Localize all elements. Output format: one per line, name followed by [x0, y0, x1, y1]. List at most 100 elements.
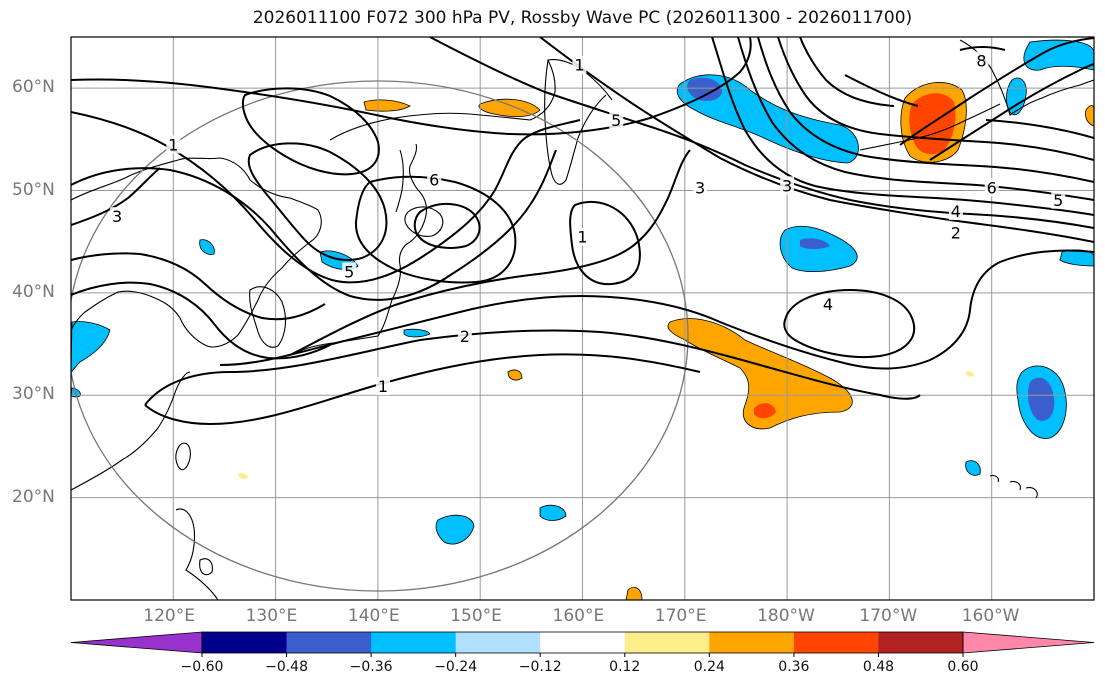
pos-anomaly-area [478, 98, 541, 118]
pv-contours [71, 37, 1094, 426]
contour-label: 4 [823, 295, 833, 314]
korea-coastline [249, 286, 287, 348]
colorbar-tick-label: −0.36 [349, 659, 393, 675]
contour-north-ridge-1 [71, 37, 752, 136]
philippines-coastline [175, 508, 219, 600]
contour-label-bg [974, 51, 989, 70]
contour-label: 5 [344, 262, 354, 281]
colorbar-under-extension [70, 631, 203, 654]
neg-anomaly-area [676, 74, 859, 164]
contour-6-ring [354, 175, 517, 284]
contour-east-north [844, 46, 1006, 107]
contour-label: 6 [429, 170, 439, 189]
contour-label: 1 [574, 56, 584, 75]
neg-anomaly-core [1028, 377, 1055, 421]
aleutian-chain [859, 103, 1001, 151]
longitude-label: 160°E [552, 606, 605, 626]
contour-7-ring [413, 203, 481, 249]
sakhalin-coastline [395, 149, 404, 213]
pos-anomaly-area [507, 369, 523, 381]
neg-anomaly-core [800, 238, 830, 249]
colorbar-segment [540, 632, 626, 653]
neg-anomaly-area [1006, 77, 1027, 116]
contour-label: 4 [951, 202, 961, 221]
latitude-label: 30°N [12, 384, 55, 405]
colorbar-tick-label: 0.48 [862, 659, 895, 675]
contour-loop-nw [241, 87, 380, 176]
latitude-label: 20°N [12, 486, 55, 507]
longitude-label: 150°E [450, 606, 502, 626]
kamchatka-coastline [544, 59, 607, 185]
colorbar-segment [286, 632, 372, 653]
contour-label-bg [457, 326, 472, 345]
contour-label-bg [376, 377, 391, 396]
contour-trough-west-3 [757, 37, 1094, 183]
contour-west-mid [71, 281, 331, 360]
colorbar-tick-label: 0.12 [609, 659, 641, 675]
longitude-label: 120°E [143, 606, 195, 626]
latitude-label: 40°N [12, 281, 55, 302]
contour-label: 2 [951, 224, 961, 243]
colorbar-tick-label: 0.24 [693, 659, 725, 675]
contour-label: 1 [168, 135, 178, 154]
neg-anomaly-area [779, 225, 858, 272]
colorbar-segment [455, 632, 541, 653]
contour-trough-west-2 [737, 37, 1094, 201]
contour-label-bg [1051, 190, 1066, 209]
contour-alaska-high [899, 37, 1094, 146]
japan-coastline [297, 143, 428, 353]
map-frame [70, 36, 1095, 601]
colorbar-segment [624, 632, 710, 653]
contour-label-bg [427, 170, 442, 189]
contour-label-bg [572, 55, 587, 74]
contour-label-bg [948, 223, 963, 242]
contour-north-ridge-2 [429, 37, 1094, 229]
contour-label-layer: 1 3 5 6 1 5 1 3 3 2 1 4 6 4 2 5 8 [110, 51, 1066, 396]
contour-label: 3 [695, 178, 705, 197]
contour-3-west [71, 149, 557, 301]
contour-label-bg [948, 202, 963, 221]
pos-anomaly-core [754, 403, 776, 419]
contour-label: 1 [378, 377, 388, 396]
longitude-label: 160°W [961, 606, 1020, 626]
pos-anomaly-area [1085, 105, 1094, 127]
neg-anomaly-area [403, 328, 431, 338]
contour-trough-west-1 [711, 37, 1094, 216]
neg-anomaly-area [539, 504, 567, 521]
neg-anomaly-area [71, 321, 111, 373]
map-title: 2026011100 F072 300 hPa PV, Rossby Wave … [252, 8, 913, 28]
colorbar-segment [202, 632, 288, 653]
contour-label-bg [110, 207, 125, 226]
longitude-label: 180°W [757, 606, 815, 626]
pos-anomaly-area [667, 318, 853, 430]
pos-anomaly-area [966, 371, 974, 377]
contour-label-bg [984, 178, 999, 197]
contour-label: 6 [987, 178, 997, 197]
colorbar-tick-label: 0.60 [947, 659, 979, 675]
hokkaido-coastline [404, 206, 444, 237]
longitude-label: 170°W [859, 606, 918, 626]
neg-anomaly-area [1023, 39, 1094, 71]
alaska-coastline [959, 39, 1094, 116]
longitude-label: 170°E [654, 606, 707, 626]
contour-1-loop [569, 200, 641, 286]
colorbar-segment [878, 632, 964, 653]
contour-label-bg [342, 262, 357, 281]
contour-3-inner [289, 149, 691, 356]
contour-alaska-high-2 [929, 63, 1094, 161]
asia-coastline [71, 157, 322, 348]
contour-label-bg [609, 110, 624, 129]
neg-anomaly-area [435, 514, 475, 545]
colorbar-tick-label: −0.12 [518, 659, 562, 675]
contour-label-bg [780, 176, 795, 195]
colorbar-tick-label: −0.48 [265, 659, 308, 675]
colorbar-segment [793, 632, 879, 653]
contour-label: 1 [577, 228, 587, 247]
coastlines [71, 39, 1094, 600]
contour-label-bg [575, 227, 590, 246]
longitude-label: 140°E [347, 606, 400, 626]
latitude-label: 60°N [12, 77, 55, 98]
pos-anomaly-area [625, 586, 643, 600]
china-coastline [71, 371, 191, 491]
